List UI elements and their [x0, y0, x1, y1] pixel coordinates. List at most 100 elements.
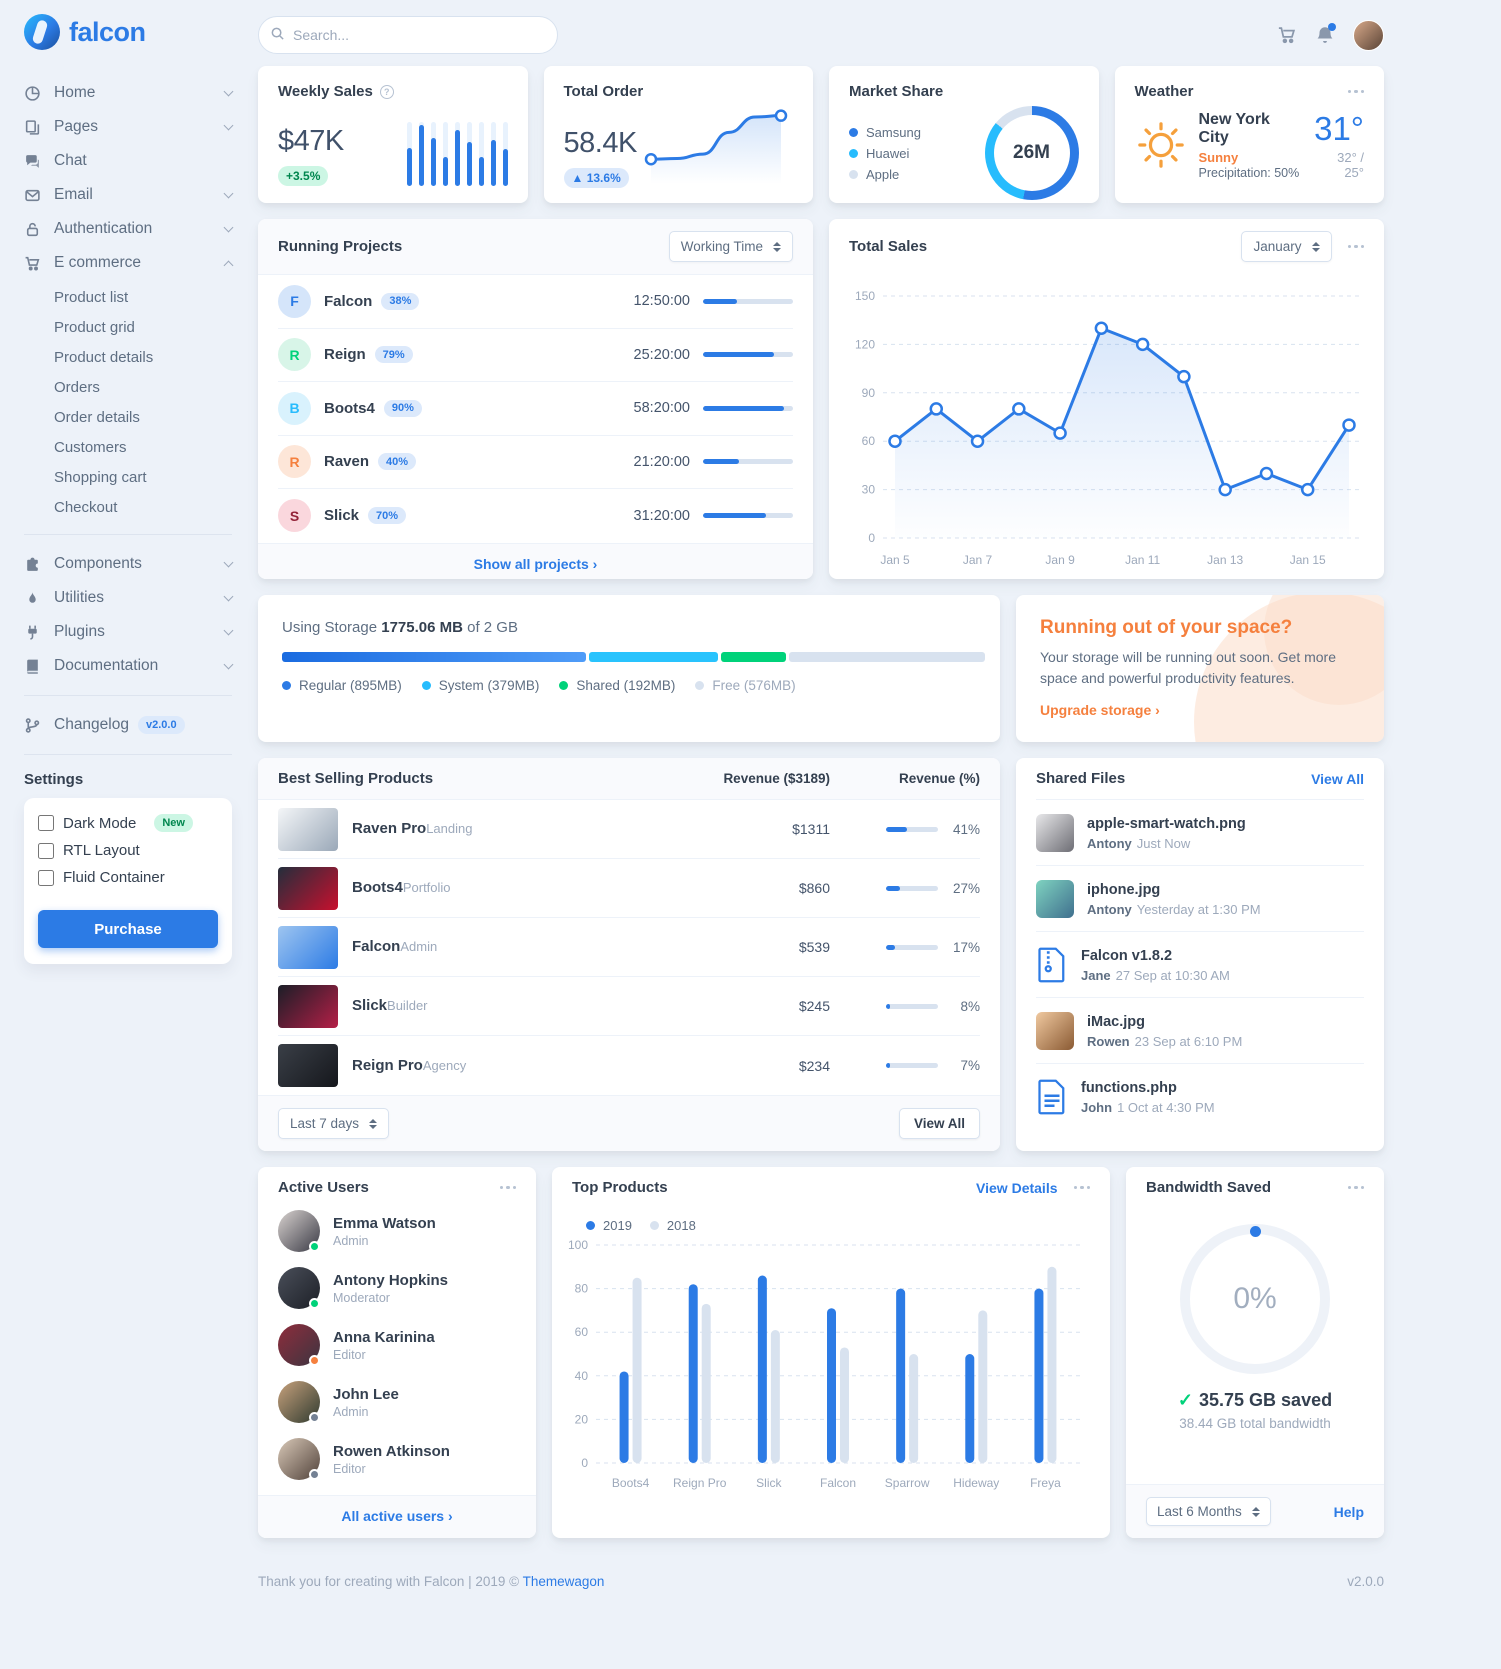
sidebar-item-utilities[interactable]: Utilities — [24, 581, 234, 615]
user-row[interactable]: Anna Karinina Editor — [278, 1324, 516, 1366]
menu-dots-icon[interactable] — [1073, 1185, 1090, 1190]
sidebar-subitem[interactable]: Shopping cart — [54, 468, 147, 486]
search-box[interactable] — [258, 16, 558, 54]
sort-arrows-icon — [369, 1118, 378, 1129]
table-row[interactable]: SlickBuilder $245 8% — [278, 977, 980, 1036]
sidebar-item-documentation[interactable]: Documentation — [24, 649, 234, 683]
sidebar-item-pages[interactable]: Pages — [24, 110, 234, 144]
project-row[interactable]: R Raven 40% 21:20:00 — [278, 436, 793, 489]
card-title: Weekly Sales — [278, 83, 373, 100]
fluid-container-toggle[interactable]: Fluid Container — [38, 869, 218, 886]
project-row[interactable]: B Boots4 90% 58:20:00 — [278, 382, 793, 436]
user-row[interactable]: Rowen Atkinson Editor — [278, 1438, 516, 1480]
card-title: Total Sales — [849, 238, 928, 255]
view-all-button[interactable]: View All — [898, 1108, 980, 1139]
lock-icon — [24, 221, 41, 238]
project-row[interactable]: R Reign 79% 25:20:00 — [278, 329, 793, 382]
view-all-link[interactable]: View All — [1311, 770, 1364, 787]
project-percent-badge: 40% — [378, 453, 417, 471]
view-details-link[interactable]: View Details — [976, 1179, 1058, 1196]
sidebar-item-authentication[interactable]: Authentication — [24, 212, 234, 246]
ecommerce-subnav: Product list Product grid Product detail… — [24, 282, 232, 522]
menu-dots-icon[interactable] — [1347, 1185, 1364, 1190]
user-row[interactable]: Emma Watson Admin — [278, 1210, 516, 1252]
show-all-projects-link[interactable]: Show all projects › — [473, 555, 598, 572]
sidebar-subitem[interactable]: Customers — [54, 438, 127, 456]
themewagon-link[interactable]: Themewagon — [522, 1574, 605, 1589]
sidebar-subitem[interactable]: Order details — [54, 408, 140, 426]
sidebar-item-changelog[interactable]: Changelog v2.0.0 — [24, 708, 232, 742]
project-percent-badge: 79% — [374, 346, 413, 364]
table-row[interactable]: FalconAdmin $539 17% — [278, 918, 980, 977]
days-select[interactable]: Last 7 days — [278, 1108, 390, 1139]
product-name: Raven Pro — [352, 820, 427, 837]
rtl-checkbox[interactable] — [38, 842, 54, 859]
dark-mode-checkbox[interactable] — [38, 815, 54, 831]
user-row[interactable]: Antony Hopkins Moderator — [278, 1267, 516, 1309]
user-avatar[interactable] — [1353, 19, 1384, 51]
project-row[interactable]: F Falcon 38% 12:50:00 — [278, 275, 793, 329]
search-input[interactable] — [258, 16, 558, 54]
all-active-users-link[interactable]: All active users › — [341, 1508, 453, 1524]
sidebar-subitem[interactable]: Orders — [54, 378, 100, 396]
menu-dots-icon[interactable] — [1347, 244, 1364, 249]
cart-icon[interactable] — [1277, 25, 1297, 45]
storage-legend: Regular (895MB) System (379MB) Shared (192… — [282, 678, 976, 693]
new-badge: New — [154, 814, 193, 832]
svg-text:120: 120 — [855, 337, 875, 351]
sidebar: falcon Home Pages Chat Email Authenticat… — [0, 0, 258, 1669]
sidebar-item-components[interactable]: Components — [24, 547, 234, 581]
purchase-button[interactable]: Purchase — [38, 910, 218, 948]
table-row[interactable]: Raven ProLanding $1311 41% — [278, 800, 980, 859]
sidebar-nav: Home Pages Chat Email Authentication E c… — [24, 76, 234, 755]
svg-text:Freya: Freya — [1030, 1476, 1061, 1490]
user-name: Anna Karinina — [333, 1328, 435, 1346]
table-row[interactable]: Boots4Portfolio $860 27% — [278, 859, 980, 918]
revenue-progress — [886, 826, 938, 832]
sidebar-subitem[interactable]: Product list — [54, 288, 129, 306]
months-select[interactable]: Last 6 Months — [1146, 1497, 1271, 1526]
project-avatar: B — [278, 391, 311, 425]
revenue-progress — [886, 885, 938, 891]
file-row[interactable]: apple-smart-watch.png Antony Just Now — [1036, 799, 1364, 865]
file-row[interactable]: iMac.jpg Rowen 23 Sep at 6:10 PM — [1036, 997, 1364, 1063]
upgrade-storage-link[interactable]: Upgrade storage › — [1040, 702, 1160, 718]
sidebar-subitem[interactable]: Checkout — [54, 498, 118, 516]
month-select[interactable]: January — [1241, 231, 1332, 262]
file-name: Falcon v1.8.2 — [1081, 947, 1173, 964]
menu-dots-icon[interactable] — [1347, 89, 1364, 94]
project-time: 12:50:00 — [633, 293, 690, 310]
file-row[interactable]: Falcon v1.8.2 Jane 27 Sep at 10:30 AM — [1036, 931, 1364, 997]
file-row[interactable]: iphone.jpg Antony Yesterday at 1:30 PM — [1036, 865, 1364, 931]
project-row[interactable]: S Slick 70% 31:20:00 — [278, 489, 793, 543]
sidebar-item-email[interactable]: Email — [24, 178, 234, 212]
rtl-layout-toggle[interactable]: RTL Layout — [38, 842, 218, 859]
user-row[interactable]: John Lee Admin — [278, 1381, 516, 1423]
fluid-checkbox[interactable] — [38, 869, 54, 886]
sidebar-subitem[interactable]: Product grid — [54, 318, 135, 336]
sidebar-item-plugins[interactable]: Plugins — [24, 615, 234, 649]
sidebar-subitem[interactable]: Product details — [54, 348, 154, 366]
help-icon[interactable] — [379, 84, 394, 99]
sidebar-item-chat[interactable]: Chat — [24, 144, 232, 178]
working-time-select[interactable]: Working Time — [668, 231, 793, 262]
sidebar-item-home[interactable]: Home — [24, 76, 234, 110]
file-row[interactable]: functions.php John 1 Oct at 4:30 PM — [1036, 1063, 1364, 1129]
search-icon — [270, 26, 285, 41]
total-sales-chart: 0 30 60 90 120 150 Jan 5 Jan 7 Jan 9 Jan 11 Jan 13… — [855, 289, 1361, 567]
menu-dots-icon[interactable] — [499, 1185, 516, 1190]
topbar — [258, 0, 1384, 66]
dark-mode-toggle[interactable]: Dark Mode New — [38, 814, 218, 832]
help-link[interactable]: Help — [1333, 1503, 1364, 1520]
weather-temp: 31° — [1314, 110, 1364, 147]
svg-text:40: 40 — [575, 1369, 589, 1383]
sidebar-item-ecommerce[interactable]: E commerce — [24, 246, 234, 280]
bell-icon[interactable] — [1315, 23, 1336, 45]
product-category: Builder — [387, 998, 428, 1013]
file-time: 27 Sep at 10:30 AM — [1115, 967, 1230, 983]
table-row[interactable]: Reign ProAgency $234 7% — [278, 1036, 980, 1095]
market-share-card: Market Share Samsung Huawei Apple 26M — [829, 66, 1099, 203]
sort-arrows-icon — [1311, 241, 1320, 252]
falcon-logo[interactable]: falcon — [24, 14, 232, 50]
avatar — [278, 1267, 320, 1309]
